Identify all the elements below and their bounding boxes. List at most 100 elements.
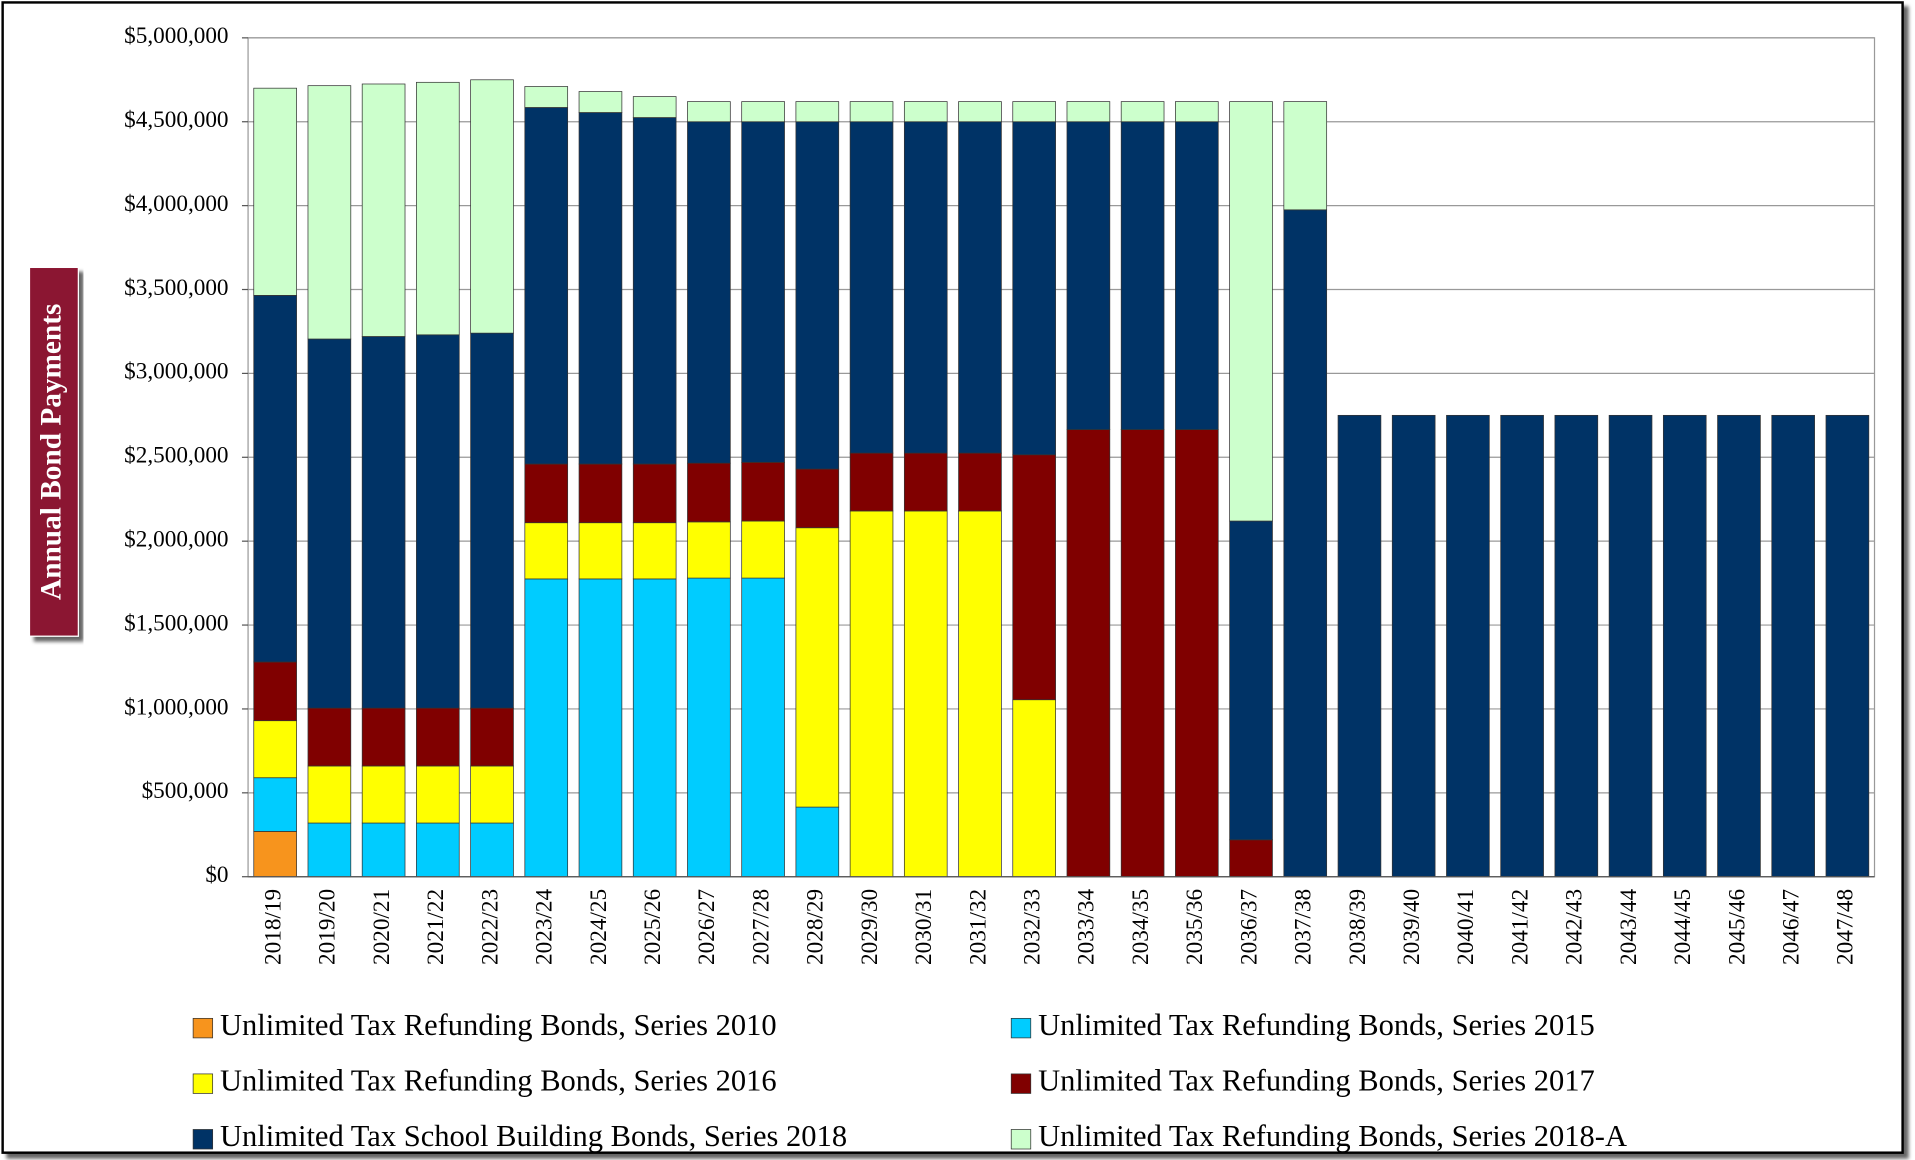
bar-segment: [958, 121, 1002, 454]
bar-segment: [253, 831, 297, 878]
bar-segment: [416, 334, 460, 709]
bar-segment: [524, 107, 569, 465]
bar-segment: [416, 81, 460, 336]
legend-swatch: [192, 1073, 214, 1094]
bar-segment: [253, 777, 297, 832]
bar-segment: [416, 765, 460, 824]
x-tick-label: 2039/40: [1399, 889, 1425, 965]
legend-label: Unlimited Tax Refunding Bonds, Series 20…: [1038, 1008, 1595, 1042]
bar-segment: [849, 101, 894, 123]
bar-segment: [578, 112, 623, 465]
bar-segment: [1391, 414, 1436, 878]
bar-segment: [741, 121, 785, 463]
x-tick-label: 2024/25: [586, 889, 612, 965]
x-tick-label: 2040/41: [1453, 889, 1479, 965]
bar-segment: [795, 527, 840, 808]
bar-segment: [958, 101, 1002, 123]
bar-segment: [524, 463, 569, 524]
bar-segment: [795, 101, 840, 123]
y-axis-label: Annual Bond Payments: [36, 304, 68, 600]
legend-label: Unlimited Tax School Building Bonds, Ser…: [220, 1119, 847, 1153]
bar-segment: [253, 87, 297, 296]
x-tick-label: 2030/31: [911, 889, 937, 965]
y-label-box: [28, 266, 79, 637]
bar-segment: [524, 86, 569, 108]
bar-segment: [1066, 121, 1111, 430]
bar-segment: [1012, 699, 1056, 878]
bar-segment: [470, 707, 514, 767]
bar-segment: [253, 661, 297, 722]
bar-segment: [1229, 839, 1273, 878]
x-tick-label: 2020/21: [369, 889, 395, 965]
bar-segment: [361, 707, 406, 767]
bar-segment: [1120, 429, 1165, 878]
y-tick-label: $3,000,000: [124, 359, 228, 385]
bar-segment: [253, 295, 297, 663]
y-tick-label: $0: [205, 862, 228, 888]
x-tick-label: 2037/38: [1291, 889, 1317, 965]
x-tick-label: 2026/27: [694, 889, 720, 965]
legend-label: Unlimited Tax Refunding Bonds, Series 20…: [220, 1064, 777, 1098]
bar-segment: [578, 463, 623, 524]
bar-segment: [958, 510, 1002, 878]
bar-segment: [741, 520, 785, 579]
bar-segment: [1825, 414, 1870, 878]
bar-segment: [578, 91, 623, 113]
bar-segment: [795, 468, 840, 529]
plot: $0 $500,000 $1,000,000 $1,500,000 $2,000,000…: [124, 23, 1876, 1153]
bar-segment: [470, 79, 514, 334]
x-tick-label: 2035/36: [1182, 889, 1208, 965]
bar-segment: [1120, 101, 1165, 123]
bar-segment: [307, 822, 352, 878]
legend-swatch: [192, 1129, 214, 1150]
bar-segment: [632, 522, 677, 580]
bar-segment: [416, 707, 460, 767]
legend-swatch: [1010, 1129, 1032, 1150]
bar-segment: [1175, 101, 1219, 123]
bar-segment: [903, 121, 948, 454]
bar-segment: [307, 765, 352, 824]
bar-segment: [849, 452, 894, 512]
bar-segment: [1012, 454, 1056, 701]
bar-segment: [958, 452, 1002, 512]
bar-segment: [849, 510, 894, 878]
x-tick-label: 2019/20: [315, 889, 341, 965]
bar-segment: [1337, 414, 1382, 878]
bar-segment: [687, 577, 731, 878]
legend-label: Unlimited Tax Refunding Bonds, Series 20…: [1038, 1119, 1627, 1153]
bar-segment: [632, 578, 677, 878]
bar-segment: [361, 83, 406, 337]
bar-segment: [687, 101, 731, 123]
x-tick-label: 2036/37: [1236, 889, 1262, 965]
bar-segment: [687, 521, 731, 579]
bar-segment: [632, 463, 677, 524]
y-tick-label: $2,000,000: [124, 526, 228, 552]
bar-segment: [524, 522, 569, 580]
legend-swatch: [192, 1017, 214, 1039]
x-tick-label: 2022/23: [477, 889, 503, 965]
bar-segment: [1175, 429, 1219, 878]
x-tick-label: 2034/35: [1128, 889, 1154, 965]
bar-segment: [903, 101, 948, 123]
legend-label: Unlimited Tax Refunding Bonds, Series 20…: [220, 1008, 777, 1042]
x-tick-label: 2025/26: [640, 889, 666, 965]
bar-segment: [903, 452, 948, 512]
bar-segment: [416, 822, 460, 878]
bar-segment: [578, 522, 623, 580]
bar-segment: [795, 121, 840, 470]
x-tick-label: 2044/45: [1670, 889, 1696, 965]
bar-segment: [1012, 121, 1056, 456]
bar-segment: [470, 765, 514, 824]
bar-segment: [307, 707, 352, 767]
x-tick-label: 2041/42: [1507, 889, 1533, 965]
bar-segment: [1554, 414, 1599, 878]
bar-segment: [632, 117, 677, 465]
y-tick-label: $3,500,000: [124, 275, 228, 301]
bar-segment: [307, 338, 352, 709]
x-tick-label: 2028/29: [803, 889, 829, 965]
x-tick-label: 2038/39: [1345, 889, 1371, 965]
bar-segment: [1229, 520, 1273, 841]
bar-segment: [1662, 414, 1707, 878]
